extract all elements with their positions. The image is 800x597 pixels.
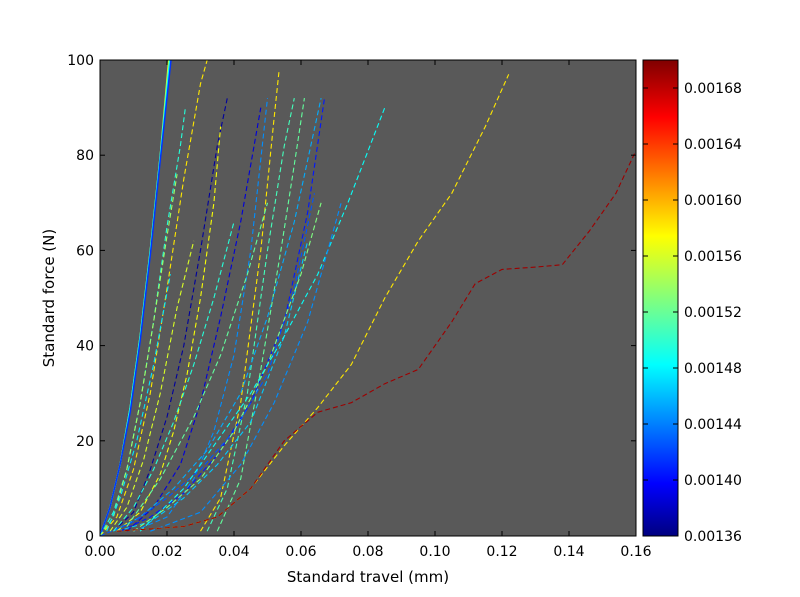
y-tick-label: 0 <box>85 529 94 545</box>
series-line-24 <box>106 274 171 532</box>
x-axis-label: Standard travel (mm) <box>287 568 449 586</box>
series-line-13 <box>216 98 305 532</box>
colorbar-tick-label: 0.00156 <box>684 249 742 265</box>
x-tick-label: 0.12 <box>486 544 517 560</box>
colorbar-tick-label: 0.00160 <box>684 193 742 209</box>
x-tick-label: 0.16 <box>620 544 651 560</box>
series-line-20 <box>150 202 342 532</box>
series-line-26 <box>116 150 636 532</box>
series-line-11 <box>200 69 280 532</box>
series-line-22 <box>109 240 195 532</box>
series-line-23 <box>112 221 235 532</box>
x-tick-label: 0.14 <box>553 544 584 560</box>
x-axis-ticks: 0.00 0.02 0.04 0.06 0.08 0.10 0.12 0.14 0.16 <box>84 60 652 560</box>
series-line-15 <box>119 98 326 532</box>
x-tick-label: 0.06 <box>285 544 316 560</box>
series-line-3 <box>100 60 172 536</box>
colorbar-tick-label: 0.00144 <box>684 417 742 433</box>
series-line-21 <box>126 202 269 527</box>
y-tick-label: 100 <box>67 53 94 69</box>
x-tick-label: 0.08 <box>352 544 383 560</box>
y-tick-label: 60 <box>76 243 94 259</box>
series-line-10 <box>126 107 262 532</box>
series-line-16 <box>116 240 309 532</box>
series-line-7 <box>113 97 228 532</box>
y-tick-label: 20 <box>76 434 94 450</box>
series-line-19 <box>139 107 386 532</box>
colorbar-tick-label: 0.00136 <box>684 529 742 545</box>
x-tick-label: 0.04 <box>218 544 249 560</box>
x-tick-label: 0.00 <box>84 544 115 560</box>
colorbar-tick-label: 0.00148 <box>684 361 742 377</box>
y-tick-label: 40 <box>76 339 94 355</box>
series-line-4 <box>100 60 208 536</box>
colorbar-tick-label: 0.00164 <box>684 137 742 153</box>
x-tick-label: 0.10 <box>419 544 450 560</box>
y-axis-ticks: 0 20 40 60 80 100 <box>67 53 636 545</box>
plot-area <box>100 60 636 536</box>
series-line-12 <box>206 97 295 532</box>
series-layer <box>100 60 636 536</box>
colorbar-tick-label: 0.00168 <box>684 81 742 97</box>
series-line-14 <box>113 97 322 532</box>
x-tick-label: 0.02 <box>151 544 182 560</box>
y-axis-label: Standard force (N) <box>40 229 58 367</box>
series-line-5 <box>100 107 186 536</box>
series-line-9 <box>133 98 269 532</box>
colorbar-tick-label: 0.00152 <box>684 305 742 321</box>
series-line-6 <box>100 174 178 536</box>
colorbar-tick-label: 0.00140 <box>684 473 742 489</box>
colorbar-ticks: 0.00136 0.00140 0.00144 0.00148 0.00152 0.001… <box>643 81 742 545</box>
y-tick-label: 80 <box>76 148 94 164</box>
colorbar <box>642 59 679 537</box>
series-line-18 <box>133 202 322 532</box>
